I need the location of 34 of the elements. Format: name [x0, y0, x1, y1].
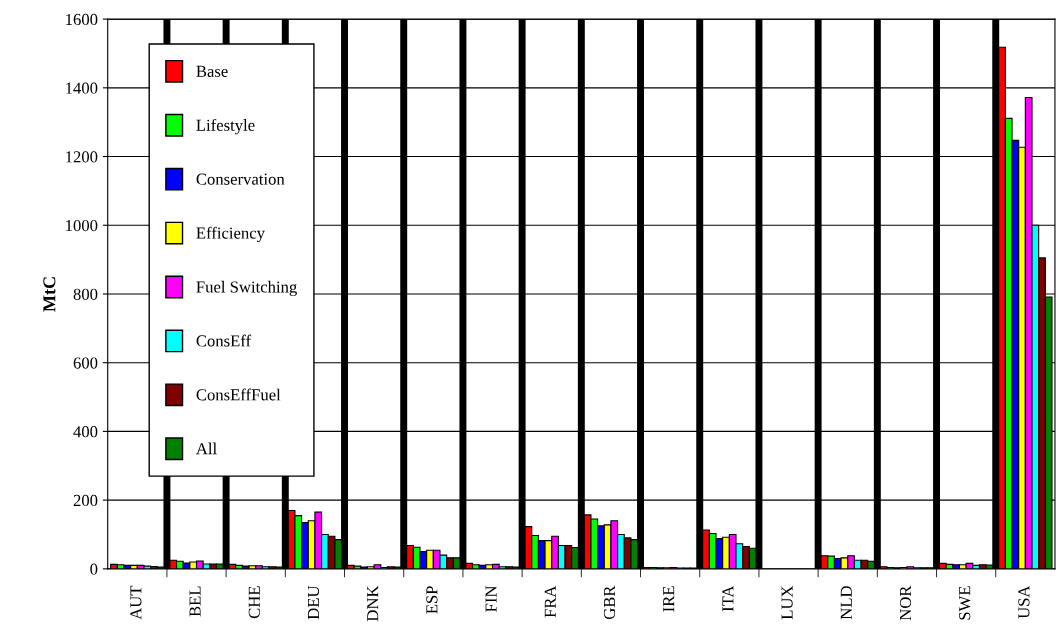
x-tick-label: DEU: [308, 585, 320, 620]
legend-label: Efficiency: [196, 226, 265, 243]
x-tick-label: SWE: [959, 586, 971, 620]
x-tick-label: BEL: [189, 586, 201, 617]
legend-label: Base: [196, 65, 228, 77]
y-tick-label: 1400: [66, 82, 98, 94]
y-tick-label: 400: [73, 426, 98, 438]
x-tick-label: LUX: [781, 585, 793, 620]
y-tick-label: 0: [90, 563, 98, 575]
x-tick-label: USA: [1018, 585, 1030, 619]
x-tick-label: NOR: [899, 585, 912, 621]
y-tick-label: 600: [73, 357, 98, 369]
legend-label: ConsEffFuel: [196, 388, 281, 401]
x-tick-label: FRA: [544, 585, 556, 618]
legend-label: Lifestyle: [196, 118, 255, 135]
y-tick-label: 800: [73, 288, 98, 300]
x-tick-label: IRE: [663, 586, 675, 612]
x-tick-label: ITA: [722, 585, 734, 612]
legend-label: ConsEff: [196, 334, 252, 347]
x-tick-label: GBR: [603, 585, 616, 620]
legend-label: All: [196, 442, 217, 455]
legend-label: Conservation: [196, 173, 285, 185]
x-tick-label: AUT: [130, 585, 142, 620]
y-tick-label: 200: [73, 494, 98, 507]
y-tick-label: 1200: [66, 151, 98, 163]
y-tick-label: 1000: [66, 219, 98, 232]
x-tick-label: FIN: [485, 585, 497, 612]
x-tick-label: NLD: [840, 586, 852, 620]
legend-label: Fuel Switching: [196, 280, 297, 297]
y-axis-title: MtC: [43, 277, 56, 312]
x-tick-label: CHE: [248, 586, 260, 619]
x-tick-label: ESP: [426, 586, 438, 614]
y-tick-label: 1600: [66, 13, 98, 26]
x-tick-label: DNK: [367, 585, 379, 622]
